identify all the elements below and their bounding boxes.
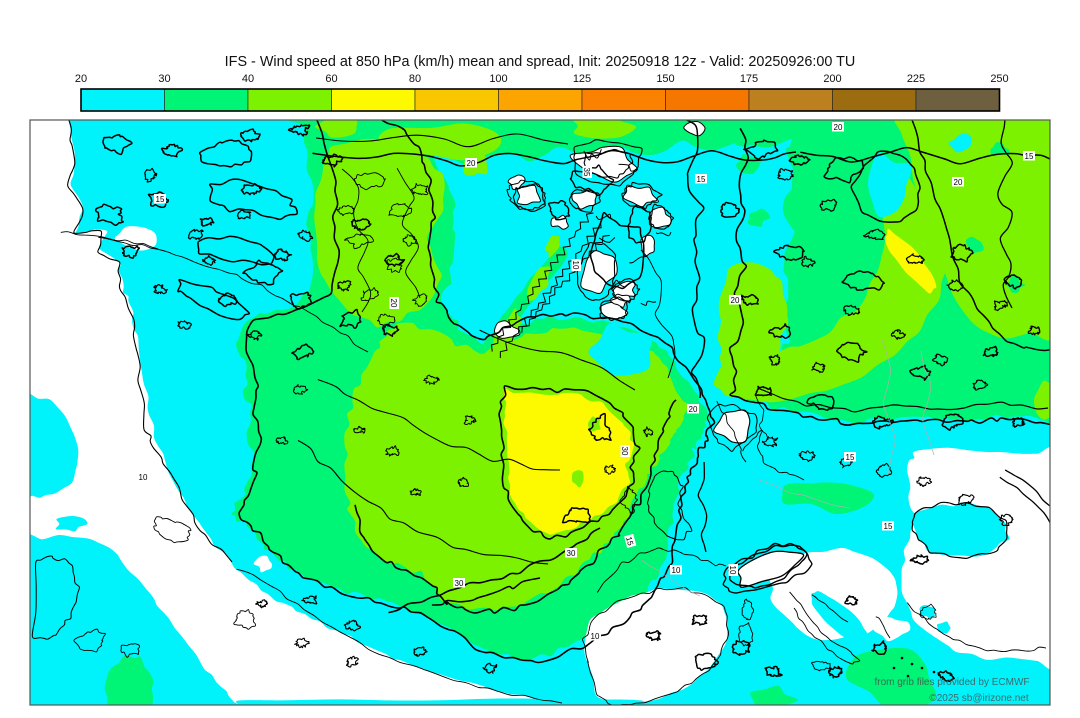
svg-text:250: 250 — [990, 73, 1008, 85]
svg-text:200: 200 — [823, 73, 841, 85]
svg-text:125: 125 — [573, 73, 591, 85]
svg-text:10: 10 — [591, 632, 600, 641]
svg-text:80: 80 — [409, 73, 421, 85]
svg-text:20: 20 — [954, 178, 963, 187]
svg-text:15: 15 — [846, 453, 855, 462]
svg-text:150: 150 — [656, 73, 674, 85]
svg-text:40: 40 — [242, 73, 254, 85]
svg-text:15: 15 — [1025, 152, 1034, 161]
svg-text:175: 175 — [740, 73, 758, 85]
svg-text:15: 15 — [884, 522, 893, 531]
svg-text:©2025 sb@irizone.net: ©2025 sb@irizone.net — [929, 693, 1028, 704]
svg-text:20: 20 — [731, 296, 740, 305]
svg-text:20: 20 — [467, 159, 476, 168]
svg-text:10: 10 — [139, 473, 148, 482]
svg-text:10: 10 — [672, 566, 681, 575]
svg-text:20: 20 — [389, 299, 398, 308]
svg-text:10: 10 — [571, 261, 580, 270]
svg-text:15: 15 — [156, 195, 165, 204]
svg-text:30: 30 — [455, 579, 464, 588]
svg-text:15: 15 — [624, 536, 635, 547]
svg-text:IFS - Wind speed at 850 hPa (k: IFS - Wind speed at 850 hPa (km/h) mean … — [225, 54, 856, 70]
svg-text:30: 30 — [567, 549, 576, 558]
svg-text:from grib files provided by EC: from grib files provided by ECMWF — [874, 677, 1029, 688]
svg-text:30: 30 — [620, 447, 629, 456]
svg-text:225: 225 — [907, 73, 925, 85]
svg-text:10: 10 — [728, 566, 737, 575]
svg-text:60: 60 — [325, 73, 337, 85]
svg-text:100: 100 — [489, 73, 507, 85]
svg-text:20: 20 — [689, 405, 698, 414]
svg-text:20: 20 — [834, 123, 843, 132]
svg-text:20: 20 — [75, 73, 87, 85]
svg-text:35: 35 — [582, 168, 591, 177]
svg-text:30: 30 — [158, 73, 170, 85]
svg-text:15: 15 — [697, 175, 706, 184]
